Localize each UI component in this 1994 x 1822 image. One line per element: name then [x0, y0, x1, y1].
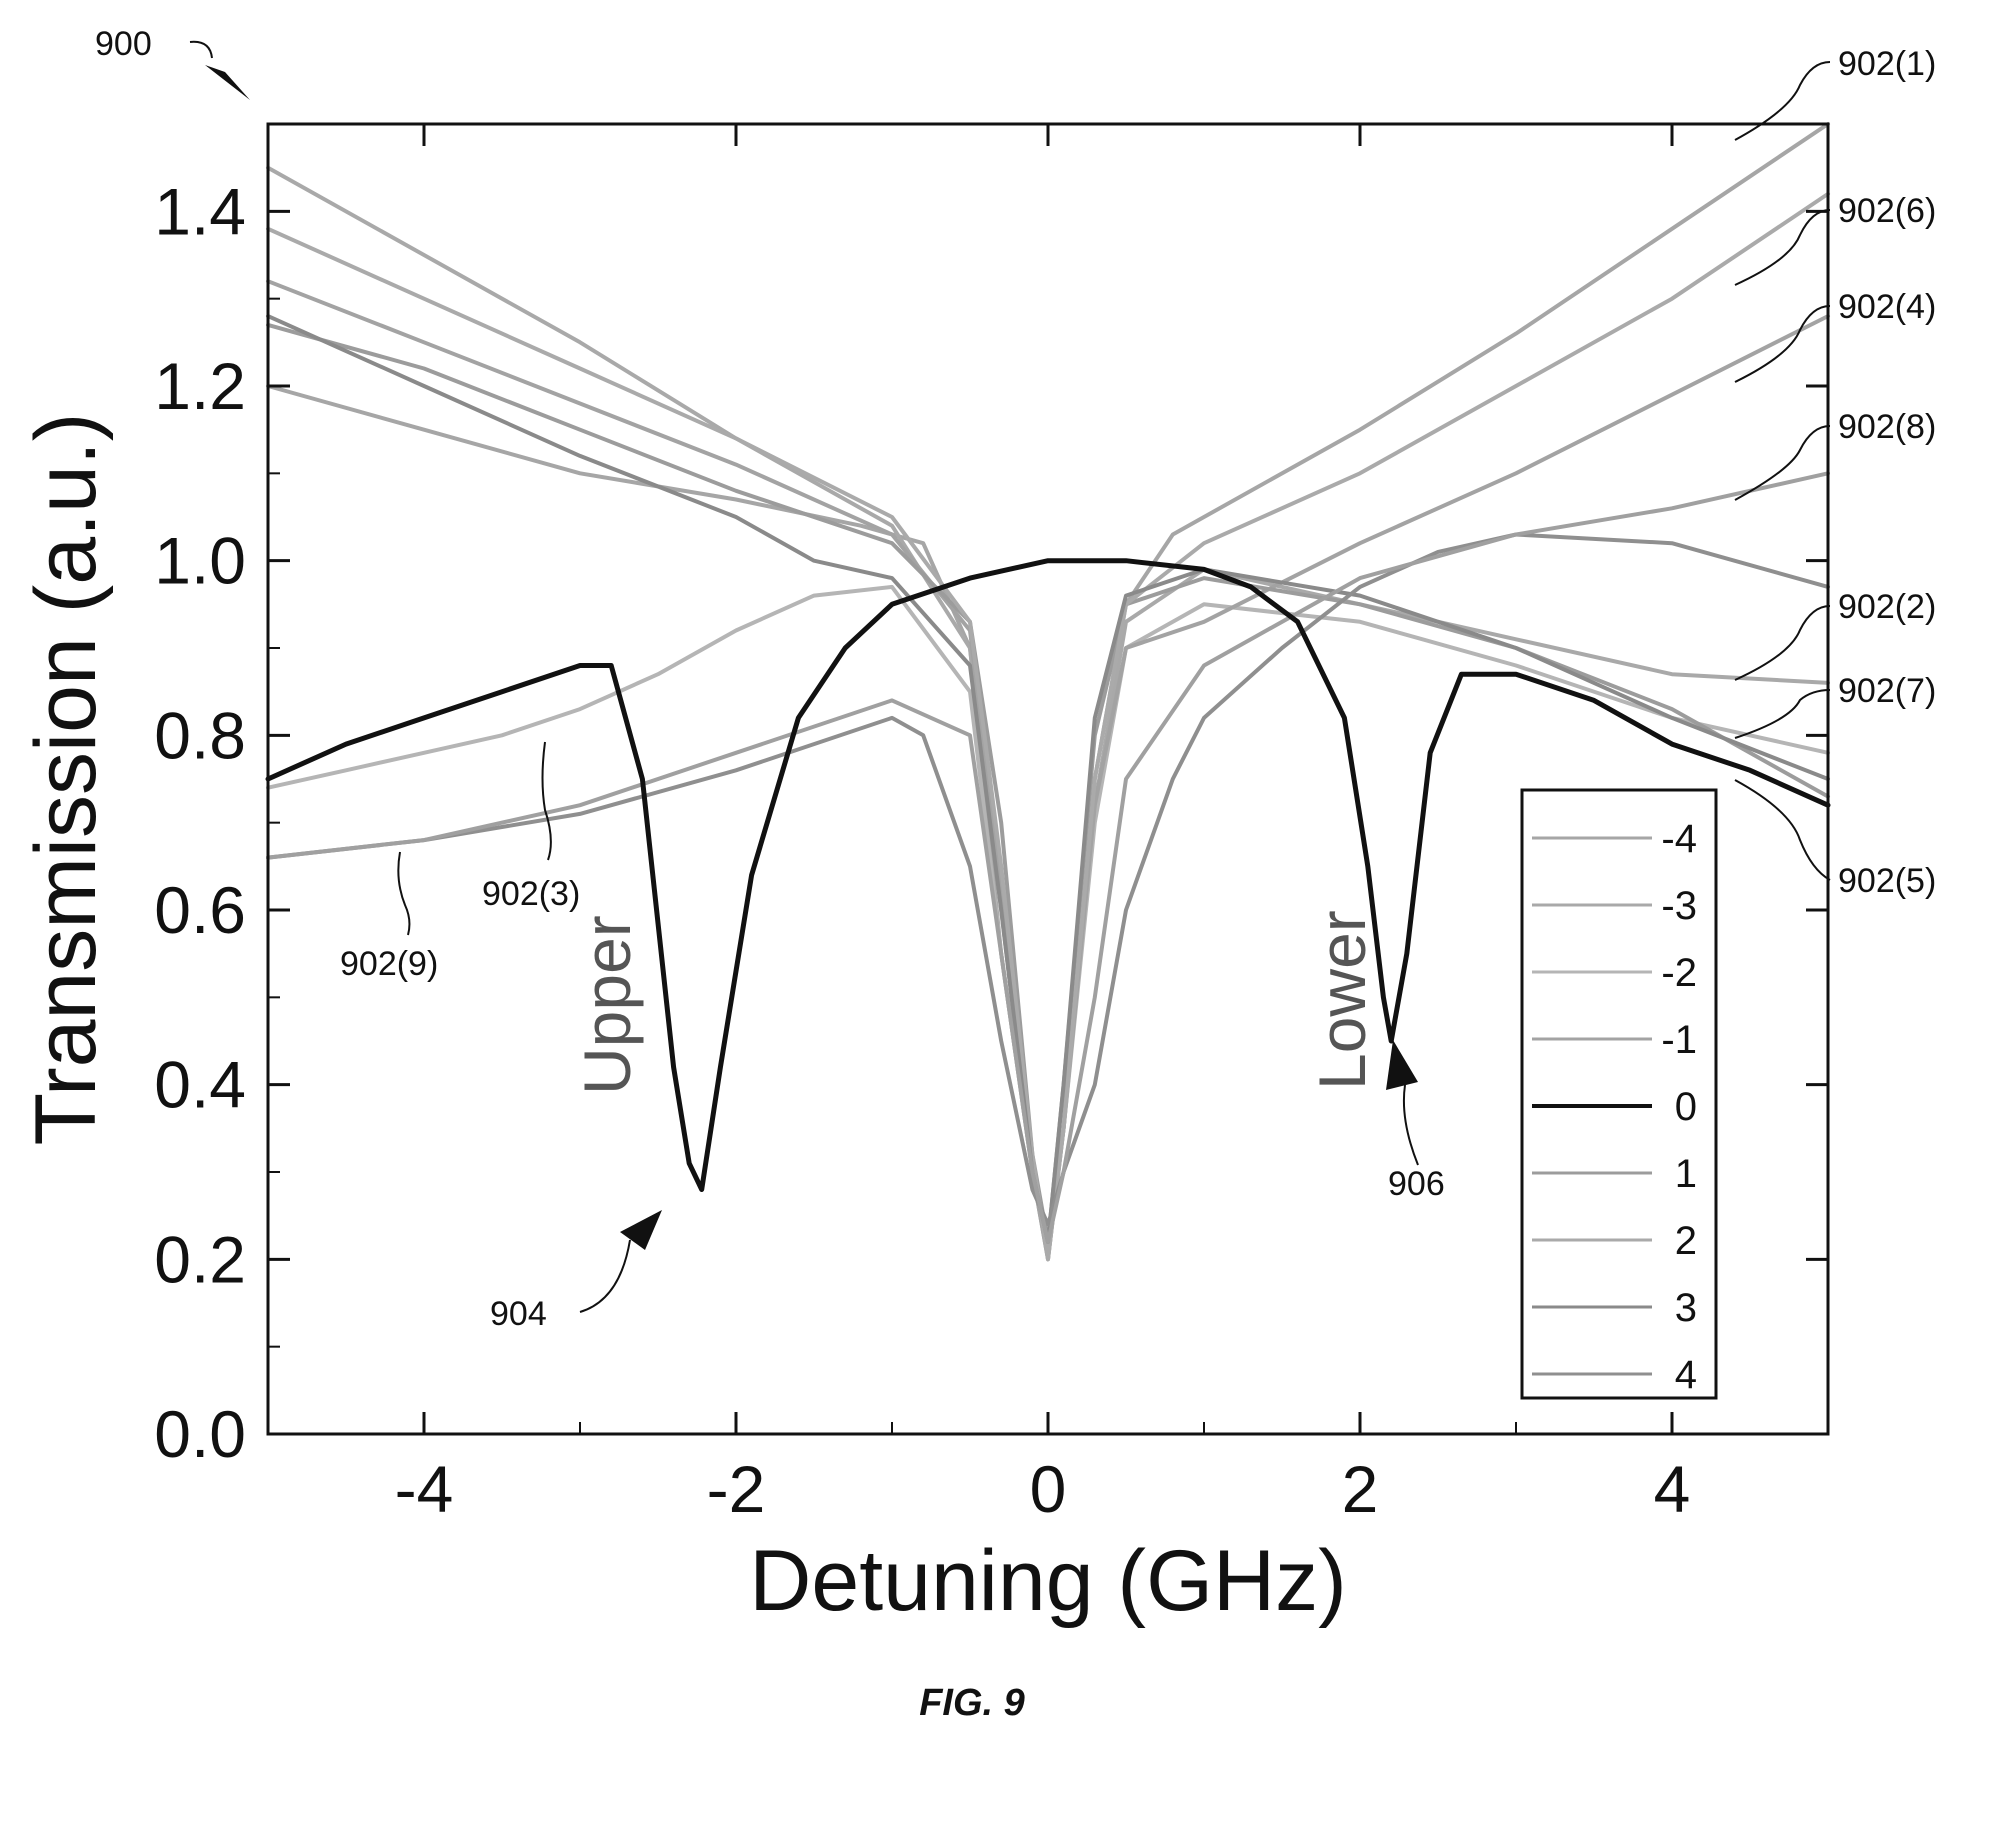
legend-label: 2 — [1675, 1219, 1697, 1263]
legend-label: -2 — [1661, 951, 1697, 995]
y-tick-label: 0.4 — [154, 1048, 246, 1122]
series-line-zero — [265, 558, 1831, 1192]
ref-callout-902-6: 902(6) — [1734, 192, 1936, 286]
ref-label-902-7: 902(7) — [1838, 672, 1936, 710]
annotation-upper: Upper — [570, 915, 644, 1095]
legend-label: -3 — [1661, 884, 1697, 928]
ref-callout-902-3: 902(3) — [482, 741, 580, 913]
legend-label: -1 — [1661, 1018, 1697, 1062]
y-tick-label: 1.2 — [154, 349, 246, 423]
y-tick-label: 0.8 — [154, 698, 246, 772]
ref-leader-906 — [1402, 1084, 1419, 1166]
x-tick-label: 0 — [1030, 1452, 1067, 1526]
ref-callout-902-2: 902(2) — [1734, 588, 1936, 681]
series-line-902-6 — [266, 191, 1830, 1262]
y-axis: 0.0 0.2 0.4 0.6 0.8 1.0 1.2 1.4 — [154, 123, 1828, 1471]
annotation-lower: Lower — [1305, 910, 1379, 1090]
ref-leader-904 — [579, 1239, 631, 1313]
ref-callout-902-4: 902(4) — [1734, 288, 1936, 383]
figure-ref-label: 900 — [95, 25, 152, 63]
legend-label: -4 — [1661, 817, 1697, 861]
y-tick-label: 0.6 — [154, 873, 246, 947]
ref-arrow-906 — [1386, 1040, 1418, 1090]
y-tick-label: 0.2 — [154, 1222, 246, 1296]
ref-callout-902-8: 902(8) — [1734, 408, 1936, 501]
series-line-902-9 — [266, 471, 1830, 1244]
x-tick-label: 4 — [1654, 1452, 1691, 1526]
y-tick-label: 1.4 — [154, 174, 246, 248]
ref-label-902-2: 902(2) — [1838, 588, 1936, 626]
figure-ref-leader — [189, 40, 213, 59]
x-tick-label: -4 — [395, 1452, 454, 1526]
ref-callout-902-9: 902(9) — [340, 851, 438, 983]
ref-label-904: 904 — [490, 1295, 547, 1333]
ref-label-902-1: 902(1) — [1838, 45, 1936, 83]
ref-label-902-8: 902(8) — [1838, 408, 1936, 446]
ref-label-902-6: 902(6) — [1838, 192, 1936, 230]
x-tick-label: -2 — [707, 1452, 766, 1526]
ref-callout-902-7: 902(7) — [1734, 672, 1936, 739]
ref-callout-902-1: 902(1) — [1734, 45, 1936, 141]
x-tick-label: 2 — [1342, 1452, 1379, 1526]
legend: -4 -3 -2 -1 0 1 2 3 4 — [1520, 788, 1718, 1400]
ref-label-902-4: 902(4) — [1838, 288, 1936, 326]
y-tick-label: 1.0 — [154, 524, 246, 598]
y-tick-label: 0.0 — [154, 1397, 246, 1471]
ref-label-902-5: 902(5) — [1838, 862, 1936, 900]
ref-label-902-3: 902(3) — [482, 875, 580, 913]
legend-label: 3 — [1675, 1286, 1697, 1330]
ref-callout-902-5: 902(5) — [1734, 779, 1936, 900]
legend-label: 0 — [1675, 1085, 1697, 1129]
y-axis-title: Transmission (a.u.) — [18, 413, 114, 1146]
legend-label: 4 — [1675, 1353, 1697, 1397]
x-axis-title: Detuning (GHz) — [749, 1533, 1346, 1629]
figure-caption: FIG. 9 — [919, 1682, 1025, 1724]
x-axis: -4 -2 0 2 4 — [267, 124, 1829, 1526]
legend-label: 1 — [1675, 1152, 1697, 1196]
legend-box — [1520, 788, 1718, 1400]
figure-ref-arrow — [205, 65, 250, 100]
ref-label-902-9: 902(9) — [340, 945, 438, 983]
series-layer — [265, 122, 1831, 1262]
ref-arrow-904 — [620, 1210, 662, 1250]
ref-label-906: 906 — [1388, 1165, 1445, 1203]
